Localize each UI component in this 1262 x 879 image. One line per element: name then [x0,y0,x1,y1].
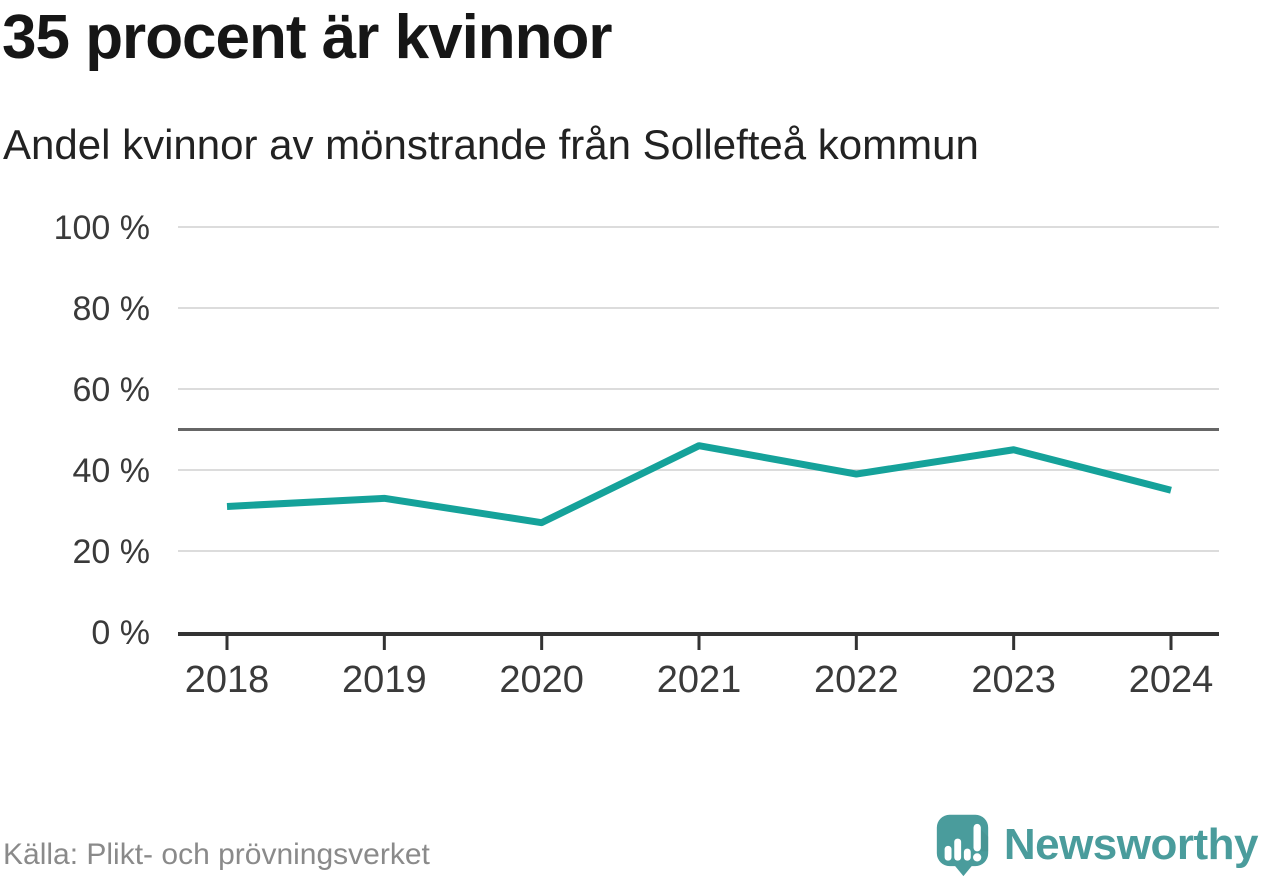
y-tick-label: 0 % [91,614,150,652]
y-tick-label: 20 % [73,533,151,571]
y-tick-label: 40 % [73,452,151,490]
x-tick-label: 2019 [342,659,427,701]
newsworthy-speech-bubble-chart-icon [936,814,988,877]
y-tick-label: 60 % [73,371,151,409]
x-tick-label: 2021 [657,659,742,701]
brand-logo: Newsworthy [935,810,1259,879]
y-tick-label: 100 % [54,209,150,247]
chart-subtitle: Andel kvinnor av mönstrande från Solleft… [3,121,979,168]
source-note: Källa: Plikt- och prövningsverket [3,838,430,871]
brand-name: Newsworthy [1003,820,1259,869]
data-line [226,442,1172,527]
line-chart: 0 % 20 % 40 % 60 % 80 % 100 % 2018 2019 2020 2021… [54,209,1219,701]
x-tick-label: 2023 [971,659,1056,701]
x-tick-label: 2024 [1129,659,1214,701]
x-tick-label: 2018 [185,659,270,701]
x-tick-label: 2022 [814,659,899,701]
y-tick-label: 80 % [73,290,151,328]
x-tick-label: 2020 [499,659,584,701]
page-title: 35 procent är kvinnor [2,3,613,72]
